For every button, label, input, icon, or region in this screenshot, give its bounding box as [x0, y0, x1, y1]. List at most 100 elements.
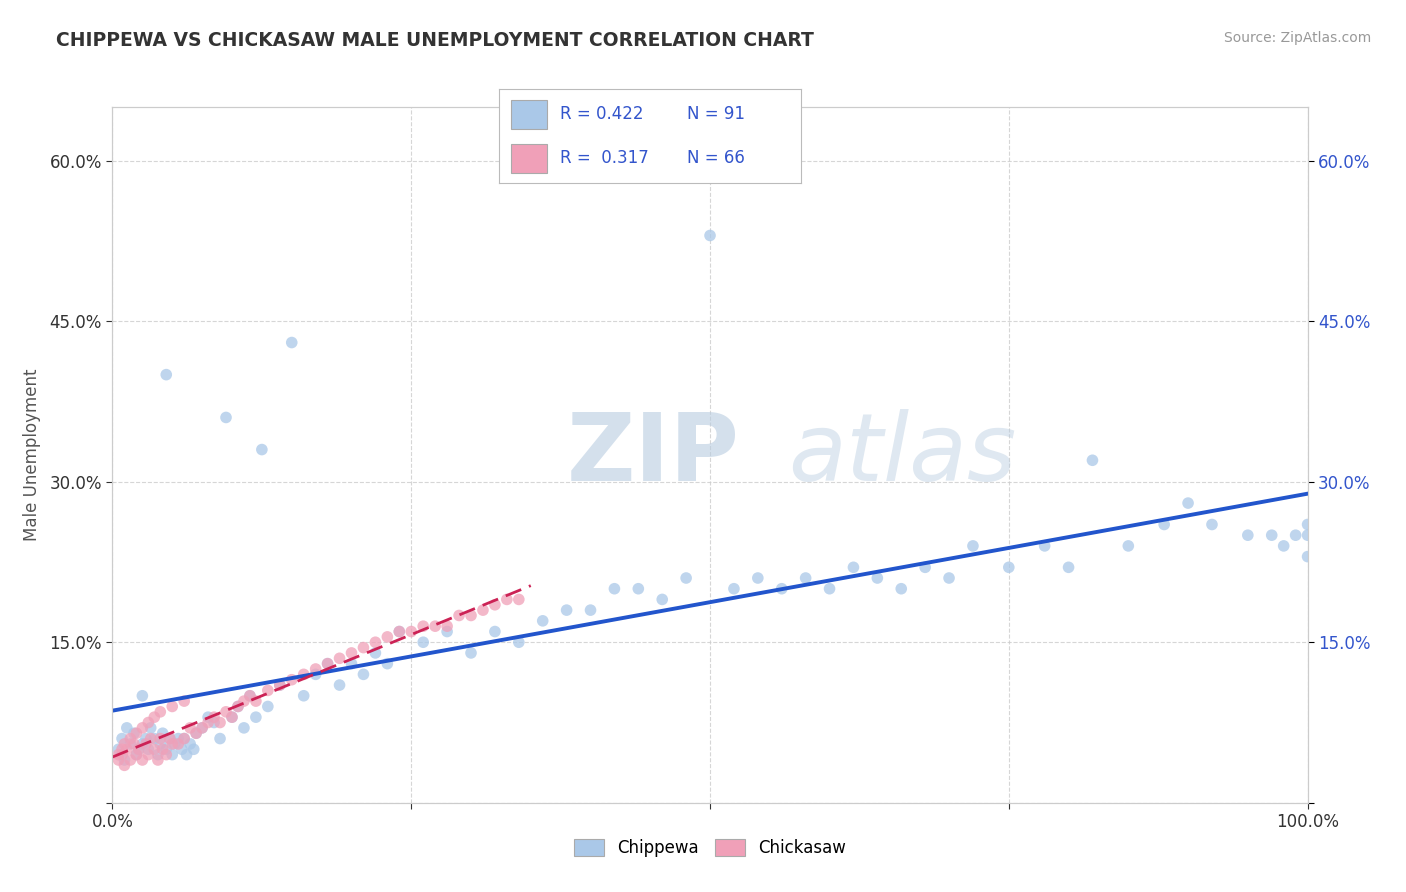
Point: [842, 560, 865, 574]
Point: [197, 715, 219, 730]
Point: [107, 753, 129, 767]
Point: [269, 678, 291, 692]
Point: [202, 710, 225, 724]
Point: [723, 582, 745, 596]
Point: [128, 742, 150, 756]
Point: [120, 753, 142, 767]
Point: [215, 410, 238, 425]
Point: [508, 592, 530, 607]
Point: [245, 694, 267, 708]
Point: [115, 742, 138, 756]
Point: [114, 737, 135, 751]
Point: [388, 624, 411, 639]
Point: [412, 619, 434, 633]
Point: [131, 737, 153, 751]
Point: [531, 614, 554, 628]
Point: [305, 667, 328, 681]
Point: [239, 689, 262, 703]
Point: [120, 731, 142, 746]
Point: [1033, 539, 1056, 553]
Point: [340, 657, 363, 671]
Point: [152, 742, 174, 756]
Point: [135, 737, 157, 751]
Point: [257, 699, 280, 714]
Point: [377, 630, 399, 644]
Y-axis label: Male Unemployment: Male Unemployment: [24, 368, 41, 541]
Point: [128, 742, 150, 756]
Point: [699, 228, 721, 243]
Point: [138, 742, 160, 756]
Point: [138, 747, 160, 762]
Text: ZIP: ZIP: [567, 409, 740, 501]
Point: [159, 731, 181, 746]
Point: [377, 657, 399, 671]
Point: [152, 726, 174, 740]
Point: [215, 705, 238, 719]
Point: [1177, 496, 1199, 510]
Point: [281, 335, 304, 350]
Text: N = 91: N = 91: [686, 105, 745, 123]
Point: [167, 737, 190, 751]
Point: [107, 742, 129, 756]
Point: [221, 710, 243, 724]
Point: [747, 571, 769, 585]
Point: [484, 598, 506, 612]
Point: [179, 737, 201, 751]
Point: [167, 731, 190, 746]
Point: [125, 747, 148, 762]
Text: Source: ZipAtlas.com: Source: ZipAtlas.com: [1223, 31, 1371, 45]
Point: [114, 758, 135, 772]
Point: [292, 689, 315, 703]
Text: atlas: atlas: [787, 409, 1017, 500]
Point: [122, 726, 145, 740]
Point: [316, 657, 339, 671]
Point: [436, 624, 458, 639]
Point: [675, 571, 697, 585]
Point: [233, 721, 256, 735]
Point: [111, 747, 134, 762]
Point: [209, 715, 232, 730]
Point: [173, 731, 195, 746]
Point: [191, 721, 214, 735]
Point: [425, 619, 447, 633]
Point: [250, 442, 273, 457]
Text: CHIPPEWA VS CHICKASAW MALE UNEMPLOYMENT CORRELATION CHART: CHIPPEWA VS CHICKASAW MALE UNEMPLOYMENT …: [56, 31, 814, 50]
Point: [183, 742, 205, 756]
FancyBboxPatch shape: [512, 144, 547, 173]
Point: [436, 619, 458, 633]
Point: [131, 689, 153, 703]
Point: [138, 715, 160, 730]
Point: [1201, 517, 1223, 532]
Point: [401, 624, 423, 639]
Point: [125, 747, 148, 762]
Point: [292, 667, 315, 681]
Point: [209, 731, 232, 746]
Point: [170, 742, 193, 756]
Point: [460, 646, 482, 660]
Text: R =  0.317: R = 0.317: [560, 149, 648, 167]
Point: [176, 747, 198, 762]
Point: [139, 731, 162, 746]
Point: [226, 699, 249, 714]
Point: [163, 737, 186, 751]
Point: [239, 689, 262, 703]
Point: [447, 608, 470, 623]
Point: [1081, 453, 1104, 467]
Point: [114, 753, 135, 767]
Point: [149, 731, 172, 746]
Point: [460, 608, 482, 623]
Point: [962, 539, 984, 553]
Point: [651, 592, 673, 607]
Point: [281, 673, 304, 687]
Point: [162, 747, 183, 762]
Point: [159, 731, 181, 746]
Point: [412, 635, 434, 649]
Text: N = 66: N = 66: [686, 149, 744, 167]
Point: [186, 726, 208, 740]
Point: [173, 694, 195, 708]
Point: [866, 571, 889, 585]
Point: [155, 742, 177, 756]
Point: [143, 710, 166, 724]
Point: [120, 737, 142, 751]
Point: [257, 683, 280, 698]
